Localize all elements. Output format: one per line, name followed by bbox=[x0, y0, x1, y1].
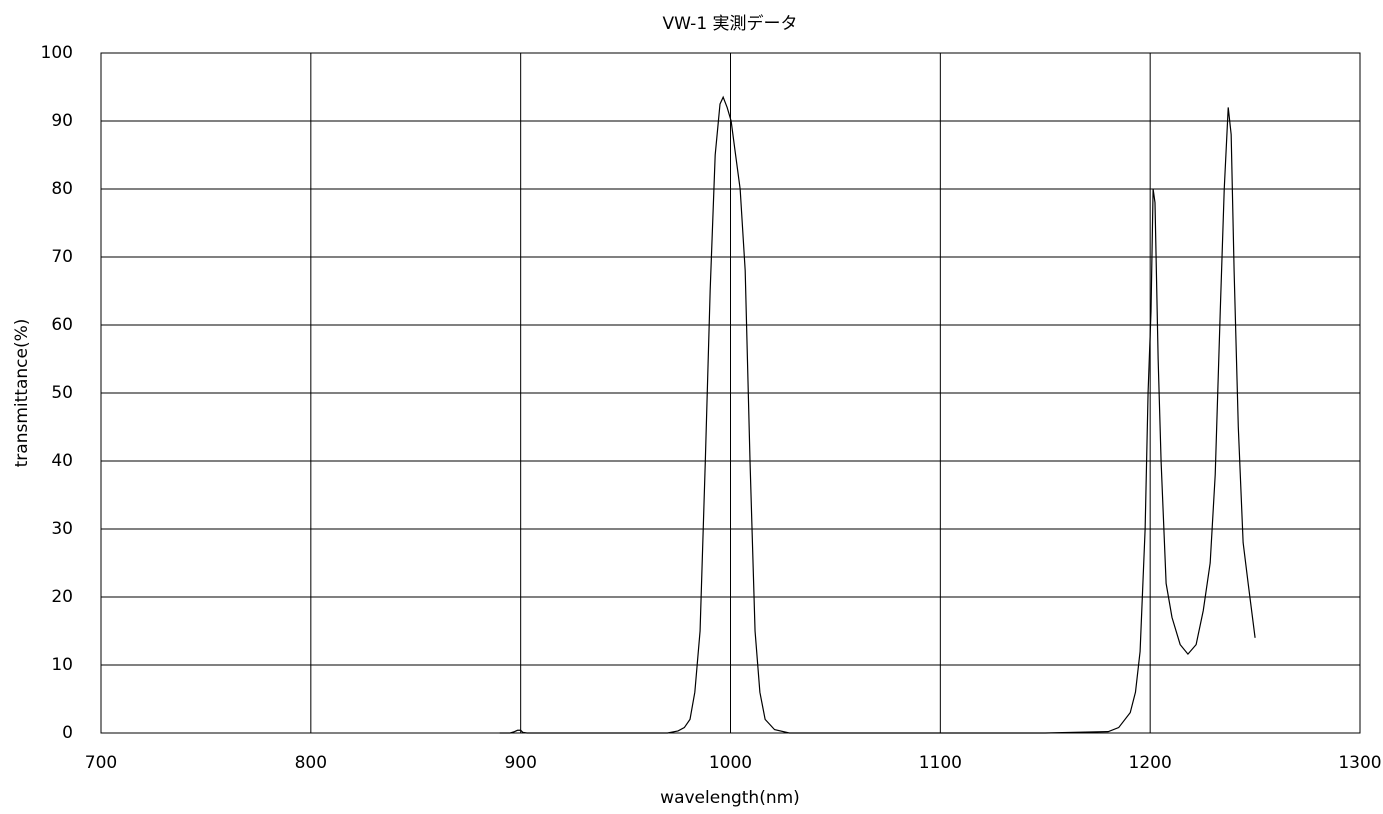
y-tick-label: 40 bbox=[51, 451, 73, 471]
y-tick-label: 70 bbox=[51, 247, 73, 267]
y-tick-label: 30 bbox=[51, 519, 73, 539]
x-tick-label: 1200 bbox=[1129, 753, 1172, 773]
y-tick-label: 100 bbox=[41, 43, 73, 63]
data-line bbox=[499, 95, 1256, 734]
y-tick-label: 90 bbox=[51, 111, 73, 131]
y-tick-label: 50 bbox=[51, 383, 73, 403]
x-axis-label: wavelength(nm) bbox=[660, 788, 800, 808]
y-tick-label: 20 bbox=[51, 587, 73, 607]
chart-title: VW-1 実測データ bbox=[662, 13, 797, 34]
x-tick-label: 900 bbox=[504, 753, 536, 773]
y-tick-label: 80 bbox=[51, 179, 73, 199]
y-axis-label: transmittance(%) bbox=[12, 319, 32, 468]
y-tick-label: 10 bbox=[51, 655, 73, 675]
x-tick-label: 700 bbox=[85, 753, 117, 773]
x-tick-label: 1000 bbox=[709, 753, 752, 773]
x-tick-label: 1100 bbox=[919, 753, 962, 773]
x-tick-label: 1300 bbox=[1338, 753, 1381, 773]
y-tick-label: 60 bbox=[51, 315, 73, 335]
x-tick-label: 800 bbox=[295, 753, 327, 773]
y-tick-label: 0 bbox=[62, 723, 73, 743]
